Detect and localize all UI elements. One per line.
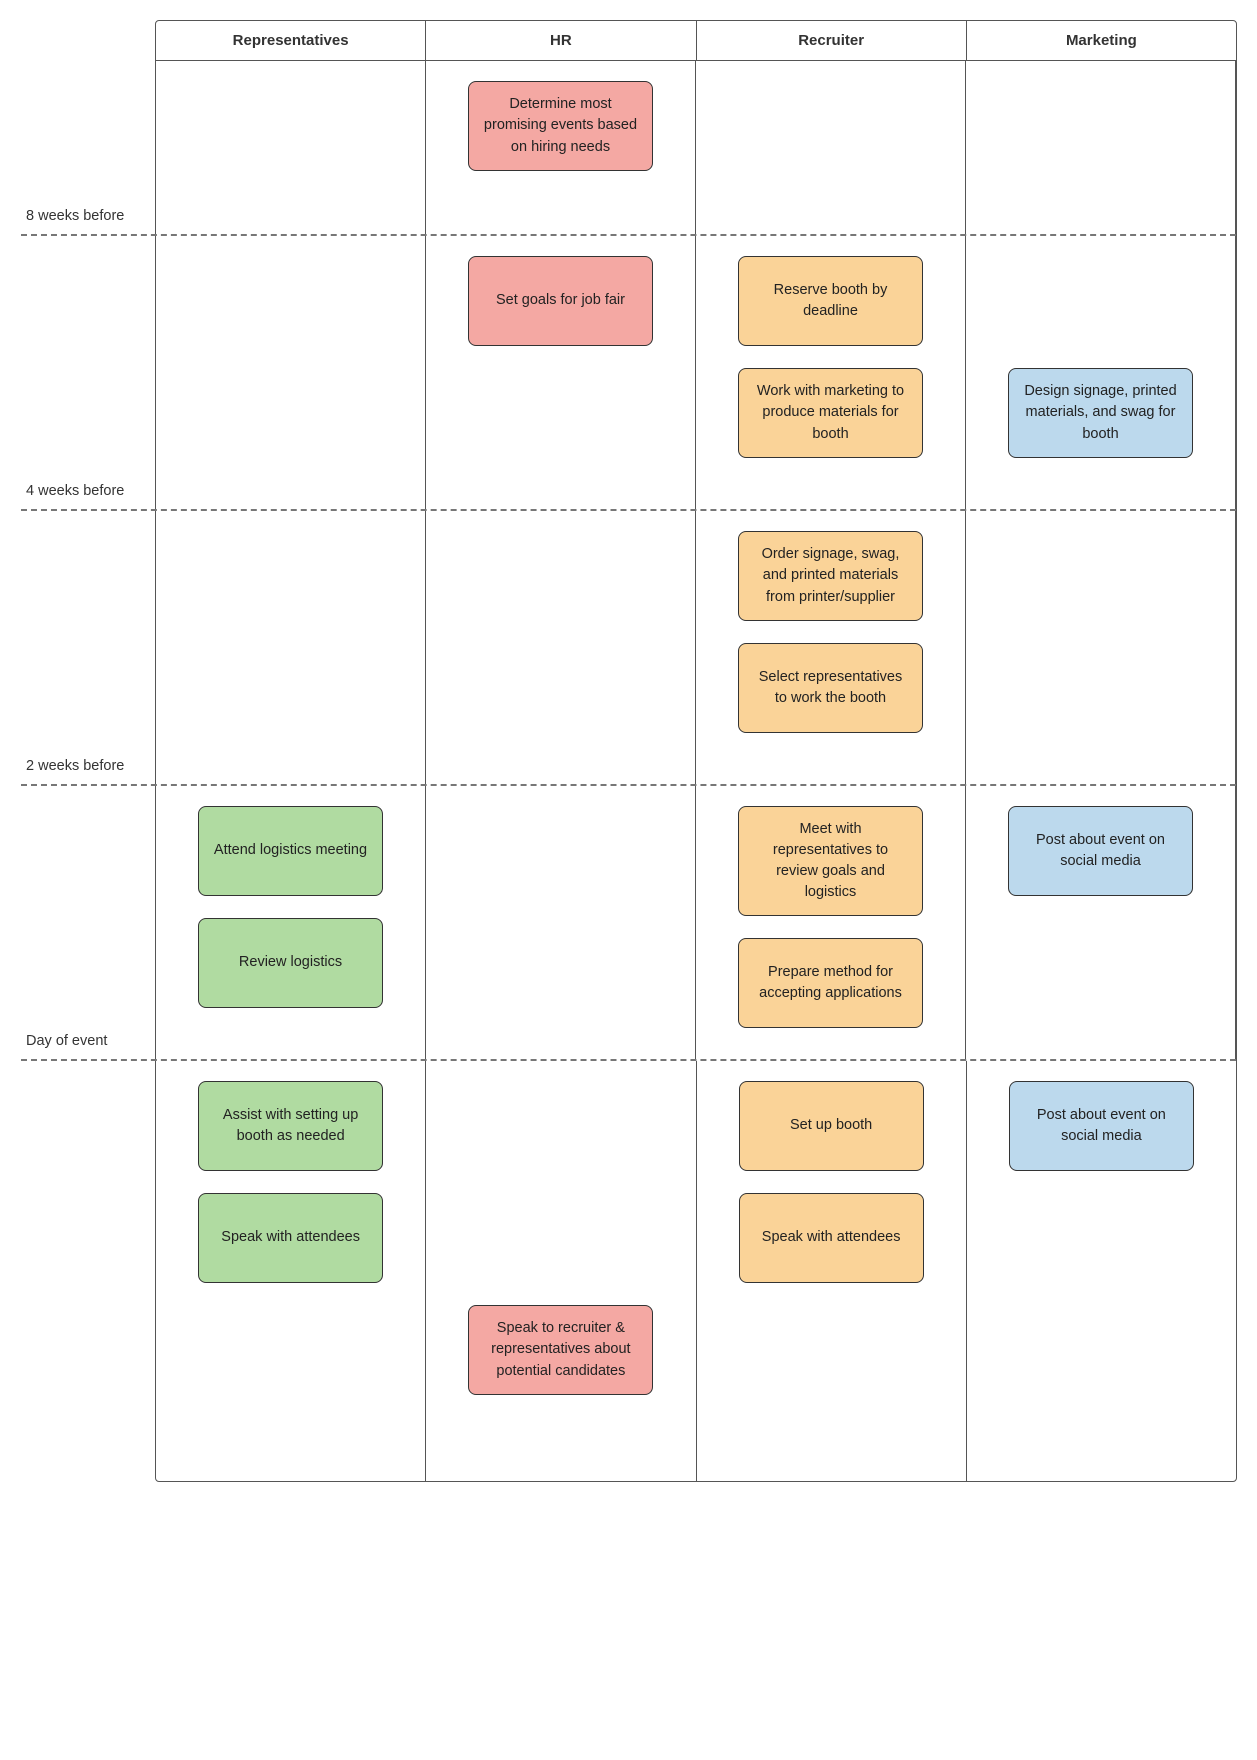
task-card: Order signage, swag, and printed materia… <box>738 531 923 621</box>
cell-2weeks-hr <box>426 511 696 786</box>
phase-label-during <box>20 1061 155 1481</box>
swimlane-grid: RepresentativesHRRecruiterMarketing Dete… <box>155 20 1237 1482</box>
cell-dayof-marketing: Post about event on social media <box>966 786 1236 1061</box>
phase-row-2weeks: Order signage, swag, and printed materia… <box>156 511 1236 786</box>
cell-4weeks-recruiter: Reserve booth by deadline Work with marke… <box>696 236 966 511</box>
cell-8weeks-marketing <box>966 61 1236 236</box>
cell-4weeks-marketing: Design signage, printed materials, and s… <box>966 236 1236 511</box>
cell-2weeks-recruiter: Order signage, swag, and printed materia… <box>696 511 966 786</box>
cell-dayof-recruiter: Meet with representatives to review goal… <box>696 786 966 1061</box>
cell-8weeks-recruiter <box>696 61 966 236</box>
cell-8weeks-hr: Determine most promising events based on… <box>426 61 696 236</box>
lane-header-hr: HR <box>426 21 696 60</box>
cell-2weeks-representatives <box>156 511 426 786</box>
task-card: Set up booth <box>739 1081 924 1171</box>
task-card: Post about event on social media <box>1009 1081 1194 1171</box>
task-card: Speak to recruiter & representatives abo… <box>468 1305 653 1395</box>
lane-header-row: RepresentativesHRRecruiterMarketing <box>156 21 1236 61</box>
phase-divider <box>21 509 1236 511</box>
phase-label-column: 8 weeks before4 weeks before2 weeks befo… <box>20 20 155 1482</box>
phase-label-2weeks: 2 weeks before <box>20 511 155 786</box>
cell-during-marketing: Post about event on social media <box>967 1061 1236 1481</box>
cell-during-recruiter: Set up booth Speak with attendees <box>697 1061 967 1481</box>
phase-label-dayof: Day of event <box>20 786 155 1061</box>
cell-dayof-representatives: Attend logistics meeting Review logistics <box>156 786 426 1061</box>
phase-label-4weeks: 4 weeks before <box>20 236 155 511</box>
phase-row-dayof: Attend logistics meeting Review logistics… <box>156 786 1236 1061</box>
cell-4weeks-representatives <box>156 236 426 511</box>
phase-divider <box>21 784 1236 786</box>
task-card: Meet with representatives to review goal… <box>738 806 923 916</box>
phase-label-8weeks: 8 weeks before <box>20 61 155 236</box>
cell-2weeks-marketing <box>966 511 1236 786</box>
phase-row-8weeks: Determine most promising events based on… <box>156 61 1236 236</box>
phase-divider <box>21 1059 1236 1061</box>
task-card: Reserve booth by deadline <box>738 256 923 346</box>
task-card: Post about event on social media <box>1008 806 1193 896</box>
task-card: Prepare method for accepting application… <box>738 938 923 1028</box>
task-card: Attend logistics meeting <box>198 806 383 896</box>
lane-header-marketing: Marketing <box>967 21 1236 60</box>
task-card: Design signage, printed materials, and s… <box>1008 368 1193 458</box>
cell-dayof-hr <box>426 786 696 1061</box>
lane-header-recruiter: Recruiter <box>697 21 967 60</box>
cell-8weeks-representatives <box>156 61 426 236</box>
task-card: Select representatives to work the booth <box>738 643 923 733</box>
cell-during-hr: Speak to recruiter & representatives abo… <box>426 1061 696 1481</box>
phase-row-4weeks: Set goals for job fair Reserve booth by d… <box>156 236 1236 511</box>
phase-header-spacer <box>20 20 155 61</box>
task-card: Determine most promising events based on… <box>468 81 653 171</box>
lane-header-representatives: Representatives <box>156 21 426 60</box>
task-card: Speak with attendees <box>739 1193 924 1283</box>
cell-during-representatives: Assist with setting up booth as needed Sp… <box>156 1061 426 1481</box>
task-card: Work with marketing to produce materials… <box>738 368 923 458</box>
phase-row-during: Assist with setting up booth as needed Sp… <box>156 1061 1236 1481</box>
task-card: Speak with attendees <box>198 1193 383 1283</box>
task-card: Review logistics <box>198 918 383 1008</box>
phase-divider <box>21 234 1236 236</box>
swimlane-diagram: 8 weeks before4 weeks before2 weeks befo… <box>20 20 1237 1482</box>
task-card: Assist with setting up booth as needed <box>198 1081 383 1171</box>
cell-4weeks-hr: Set goals for job fair <box>426 236 696 511</box>
task-card: Set goals for job fair <box>468 256 653 346</box>
